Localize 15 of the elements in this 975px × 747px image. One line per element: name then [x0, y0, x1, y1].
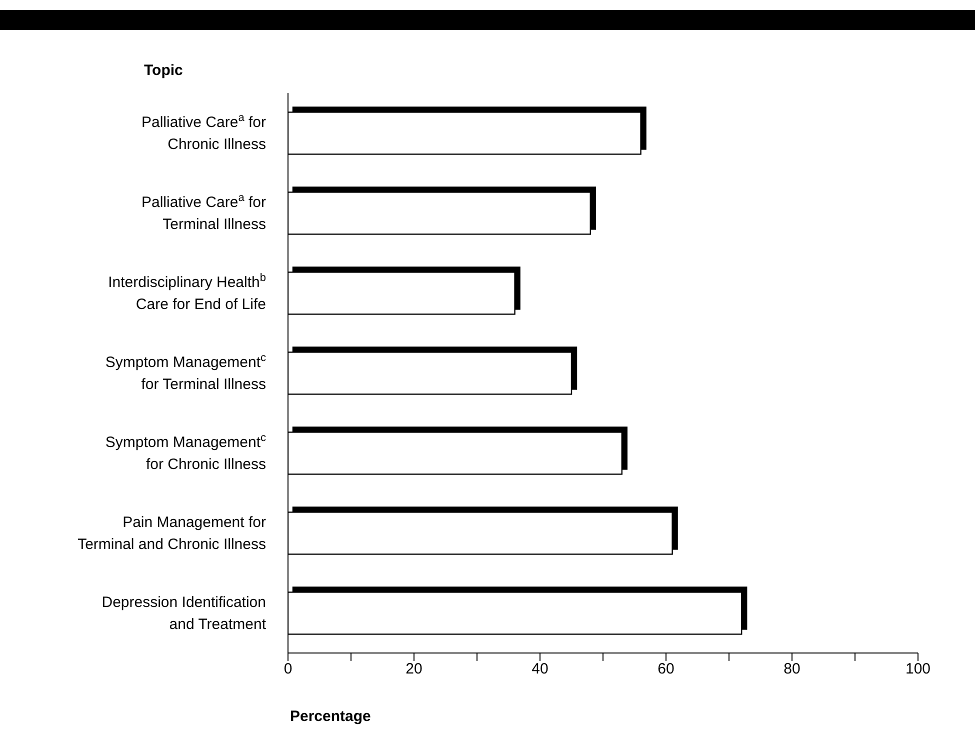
x-tick-label: 60: [658, 660, 674, 678]
y-tick-label: Depression Identification and Treatment: [102, 594, 267, 633]
y-tick-label: Symptom Management$^{c}$ for Chronic Illness: [105, 432, 266, 473]
y-tick-label: Palliative Care$^{a}$ for Chronic Illness: [141, 112, 266, 153]
x-axis-title: Percentage: [290, 708, 371, 725]
y-tick-label: Palliative Care$^{a}$ for Terminal Illness: [141, 192, 266, 233]
x-tick-label: 40: [532, 660, 548, 678]
x-tick-label: 0: [284, 660, 292, 678]
x-tick-label: 100: [905, 660, 931, 678]
x-tick-label: 80: [784, 660, 800, 678]
y-tick-label: Interdisciplinary Health$^{b}$ Care for End of Life: [108, 272, 266, 313]
x-tick-label: 20: [406, 660, 422, 678]
y-tick-label: Pain Management for Terminal and Chronic Illness: [78, 514, 266, 553]
y-axis-title: Topic: [144, 62, 183, 79]
y-tick-label: Symptom Management$^{c}$ for Terminal Illness: [105, 352, 266, 393]
